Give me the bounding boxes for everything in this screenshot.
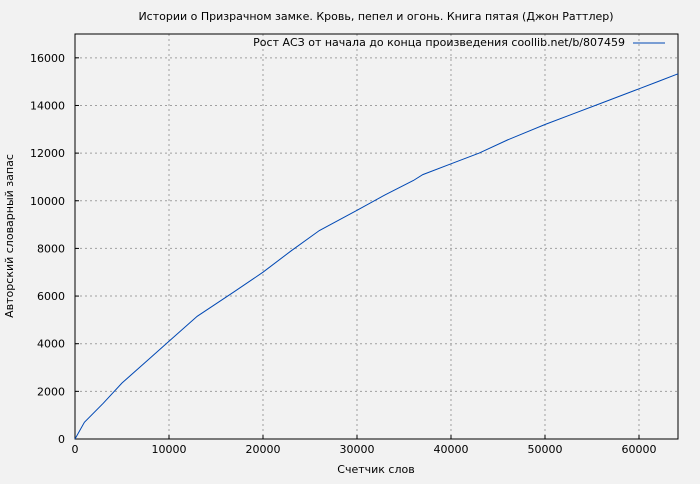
legend-label: Рост АСЗ от начала до конца произведения… — [253, 36, 625, 49]
y-tick-label: 2000 — [37, 385, 65, 398]
x-tick-label: 50000 — [527, 443, 562, 456]
y-tick-label: 8000 — [37, 242, 65, 255]
plot-frame — [74, 33, 679, 440]
x-tick-label: 10000 — [151, 443, 186, 456]
chart-title: Истории о Призрачном замке. Кровь, пепел… — [138, 10, 613, 23]
y-tick-label: 4000 — [37, 338, 65, 351]
y-axis-label: Авторский словарный запас — [3, 154, 16, 318]
x-tick-label: 60000 — [621, 443, 656, 456]
x-axis-label: Счетчик слов — [337, 463, 414, 476]
y-tick-label: 0 — [58, 433, 65, 446]
x-tick-label: 20000 — [245, 443, 280, 456]
y-tick-label: 6000 — [37, 290, 65, 303]
y-tick-label: 14000 — [30, 99, 65, 112]
x-tick-label: 30000 — [339, 443, 374, 456]
y-tick-label: 12000 — [30, 147, 65, 160]
y-tick-label: 16000 — [30, 52, 65, 65]
x-tick-label: 40000 — [433, 443, 468, 456]
y-tick-label: 10000 — [30, 195, 65, 208]
series-line — [74, 73, 679, 440]
x-tick-label: 0 — [72, 443, 79, 456]
